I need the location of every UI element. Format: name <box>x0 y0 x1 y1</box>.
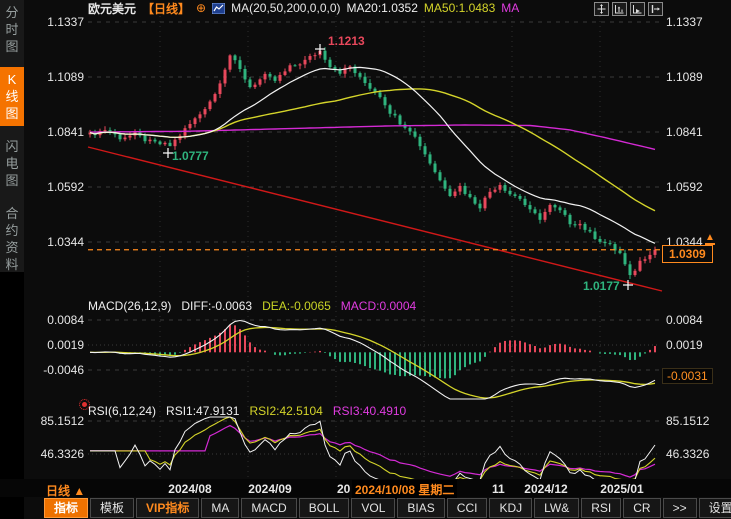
price-axis-left-1: 1.1089 <box>47 70 84 84</box>
rsi2-value: RSI2:42.5104 <box>249 404 323 418</box>
period-tag[interactable]: 【日线】 <box>142 1 191 16</box>
rsi-name: RSI(6,12,24) <box>88 404 157 418</box>
alert-dot-icon <box>79 399 90 410</box>
macd-value: MACD:0.0004 <box>340 299 417 313</box>
macd-axis-left-1: 0.0019 <box>47 338 84 352</box>
circle-plus-icon[interactable]: ⊕ <box>196 1 207 15</box>
price-up-arrow-icon: ▲ <box>705 232 715 245</box>
tab-LW[interactable]: LW& <box>534 498 580 518</box>
date-label-3: 11 <box>492 482 505 496</box>
macd-axis-right-0: 0.0084 <box>666 313 703 327</box>
tab-CR[interactable]: CR <box>623 498 661 518</box>
symbol-name: 欧元美元 <box>88 1 137 16</box>
sidebar-item-2[interactable]: 闪电图 <box>5 139 19 188</box>
date-label-5: 2025/01 <box>600 482 644 496</box>
ma50-value: MA50:1.0483 <box>423 1 496 15</box>
rsi-axis-left-1: 46.3326 <box>40 447 84 461</box>
date-tooltip: 2024/10/08 星期二 <box>352 480 458 499</box>
rsi-axis-right-0: 85.1512 <box>666 414 710 428</box>
ma200-value-partial: MA <box>501 1 520 15</box>
macd-name: MACD(26,12,9) <box>88 299 172 313</box>
tab-MACD[interactable]: MACD <box>241 498 297 518</box>
rsi-header: RSI(6,12,24) RSI1:47.9131 RSI2:42.5104 R… <box>88 404 406 418</box>
tab-[interactable]: 指标 <box>44 498 89 518</box>
rsi-axis-left-0: 85.1512 <box>40 414 84 428</box>
price-axis-left-4: 1.0344 <box>47 235 84 249</box>
macd-axis-right-1: 0.0019 <box>666 338 703 352</box>
pan-right-icon[interactable] <box>648 2 663 16</box>
chevron-up-icon: ▲ <box>73 484 86 498</box>
macd-dea-value: DEA:-0.0065 <box>262 299 331 313</box>
current-price-box: 1.0309 <box>662 245 713 263</box>
ma20-value: MA20:1.0352 <box>346 1 418 15</box>
sidebar-item-3[interactable]: 合约资料 <box>5 206 19 272</box>
tab-KDJ[interactable]: KDJ <box>489 498 533 518</box>
date-label-0: 2024/08 <box>168 482 212 496</box>
price-axis-right-2: 1.0841 <box>666 125 703 139</box>
rsi-axis-right-1: 46.3326 <box>666 447 710 461</box>
macd-axis-left-0: 0.0084 <box>47 313 84 327</box>
rsi3-value: RSI3:40.4910 <box>332 404 407 418</box>
tab-BOLL[interactable]: BOLL <box>298 498 350 518</box>
sidebar-item-0[interactable]: 分时图 <box>5 5 19 54</box>
indicator-tabbar: 指标 模板 VIP指标 MA MACD BOLL VOL BIAS CCI KDJ LW& RSI CR… <box>44 497 731 519</box>
rsi1-value: RSI1:47.9131 <box>166 404 240 418</box>
price-axis-right-1: 1.1089 <box>666 70 703 84</box>
kline-chart-icon[interactable] <box>211 2 226 14</box>
macd-current-value-box: -0.0031 <box>662 368 713 384</box>
price-annotation-2: 1.0177 <box>583 279 620 293</box>
price-axis-left-2: 1.0841 <box>47 125 84 139</box>
move-tool-icon[interactable] <box>594 2 609 16</box>
tab-[interactable]: >> <box>662 498 697 518</box>
macd-header: MACD(26,12,9) DIFF:-0.0063 DEA:-0.0065 M… <box>88 299 416 313</box>
price-annotation-1: 1.0777 <box>172 149 209 163</box>
tab-VIP[interactable]: VIP指标 <box>136 498 200 518</box>
fit-vertical-icon[interactable] <box>612 2 627 16</box>
tab-BIAS[interactable]: BIAS <box>397 498 445 518</box>
macd-axis-left-2: -0.0046 <box>43 363 84 377</box>
tab-MA[interactable]: MA <box>201 498 240 518</box>
tab-VOL[interactable]: VOL <box>351 498 396 518</box>
ma-params-label: MA(20,50,200,0,0,0) <box>231 1 341 15</box>
price-axis-right-3: 1.0592 <box>666 180 703 194</box>
fit-horizontal-icon[interactable] <box>630 2 645 16</box>
tab-RSI[interactable]: RSI <box>581 498 622 518</box>
price-annotation-0: 1.1213 <box>328 34 365 48</box>
tab-CCI[interactable]: CCI <box>446 498 488 518</box>
price-axis-left-3: 1.0592 <box>47 180 84 194</box>
date-label-2: 20 <box>337 482 351 496</box>
date-label-1: 2024/09 <box>248 482 292 496</box>
tab-[interactable]: 设置 <box>698 498 731 518</box>
tab-[interactable]: 模板 <box>90 498 135 518</box>
time-axis: 日线 ▲ 2024/08 2024/09 20 11 2024/12 2025/01 20… <box>0 479 731 499</box>
macd-diff-value: DIFF:-0.0063 <box>181 299 253 313</box>
date-label-4: 2024/12 <box>524 482 568 496</box>
chart-header: 欧元美元 【日线】 ⊕ MA(20,50,200,0,0,0) MA20:1.0… <box>88 1 520 16</box>
price-axis-right-0: 1.1337 <box>666 15 703 29</box>
price-axis-left-0: 1.1337 <box>47 15 84 29</box>
period-selector[interactable]: 日线 ▲ <box>46 484 86 498</box>
chart-toolbar <box>594 2 663 16</box>
